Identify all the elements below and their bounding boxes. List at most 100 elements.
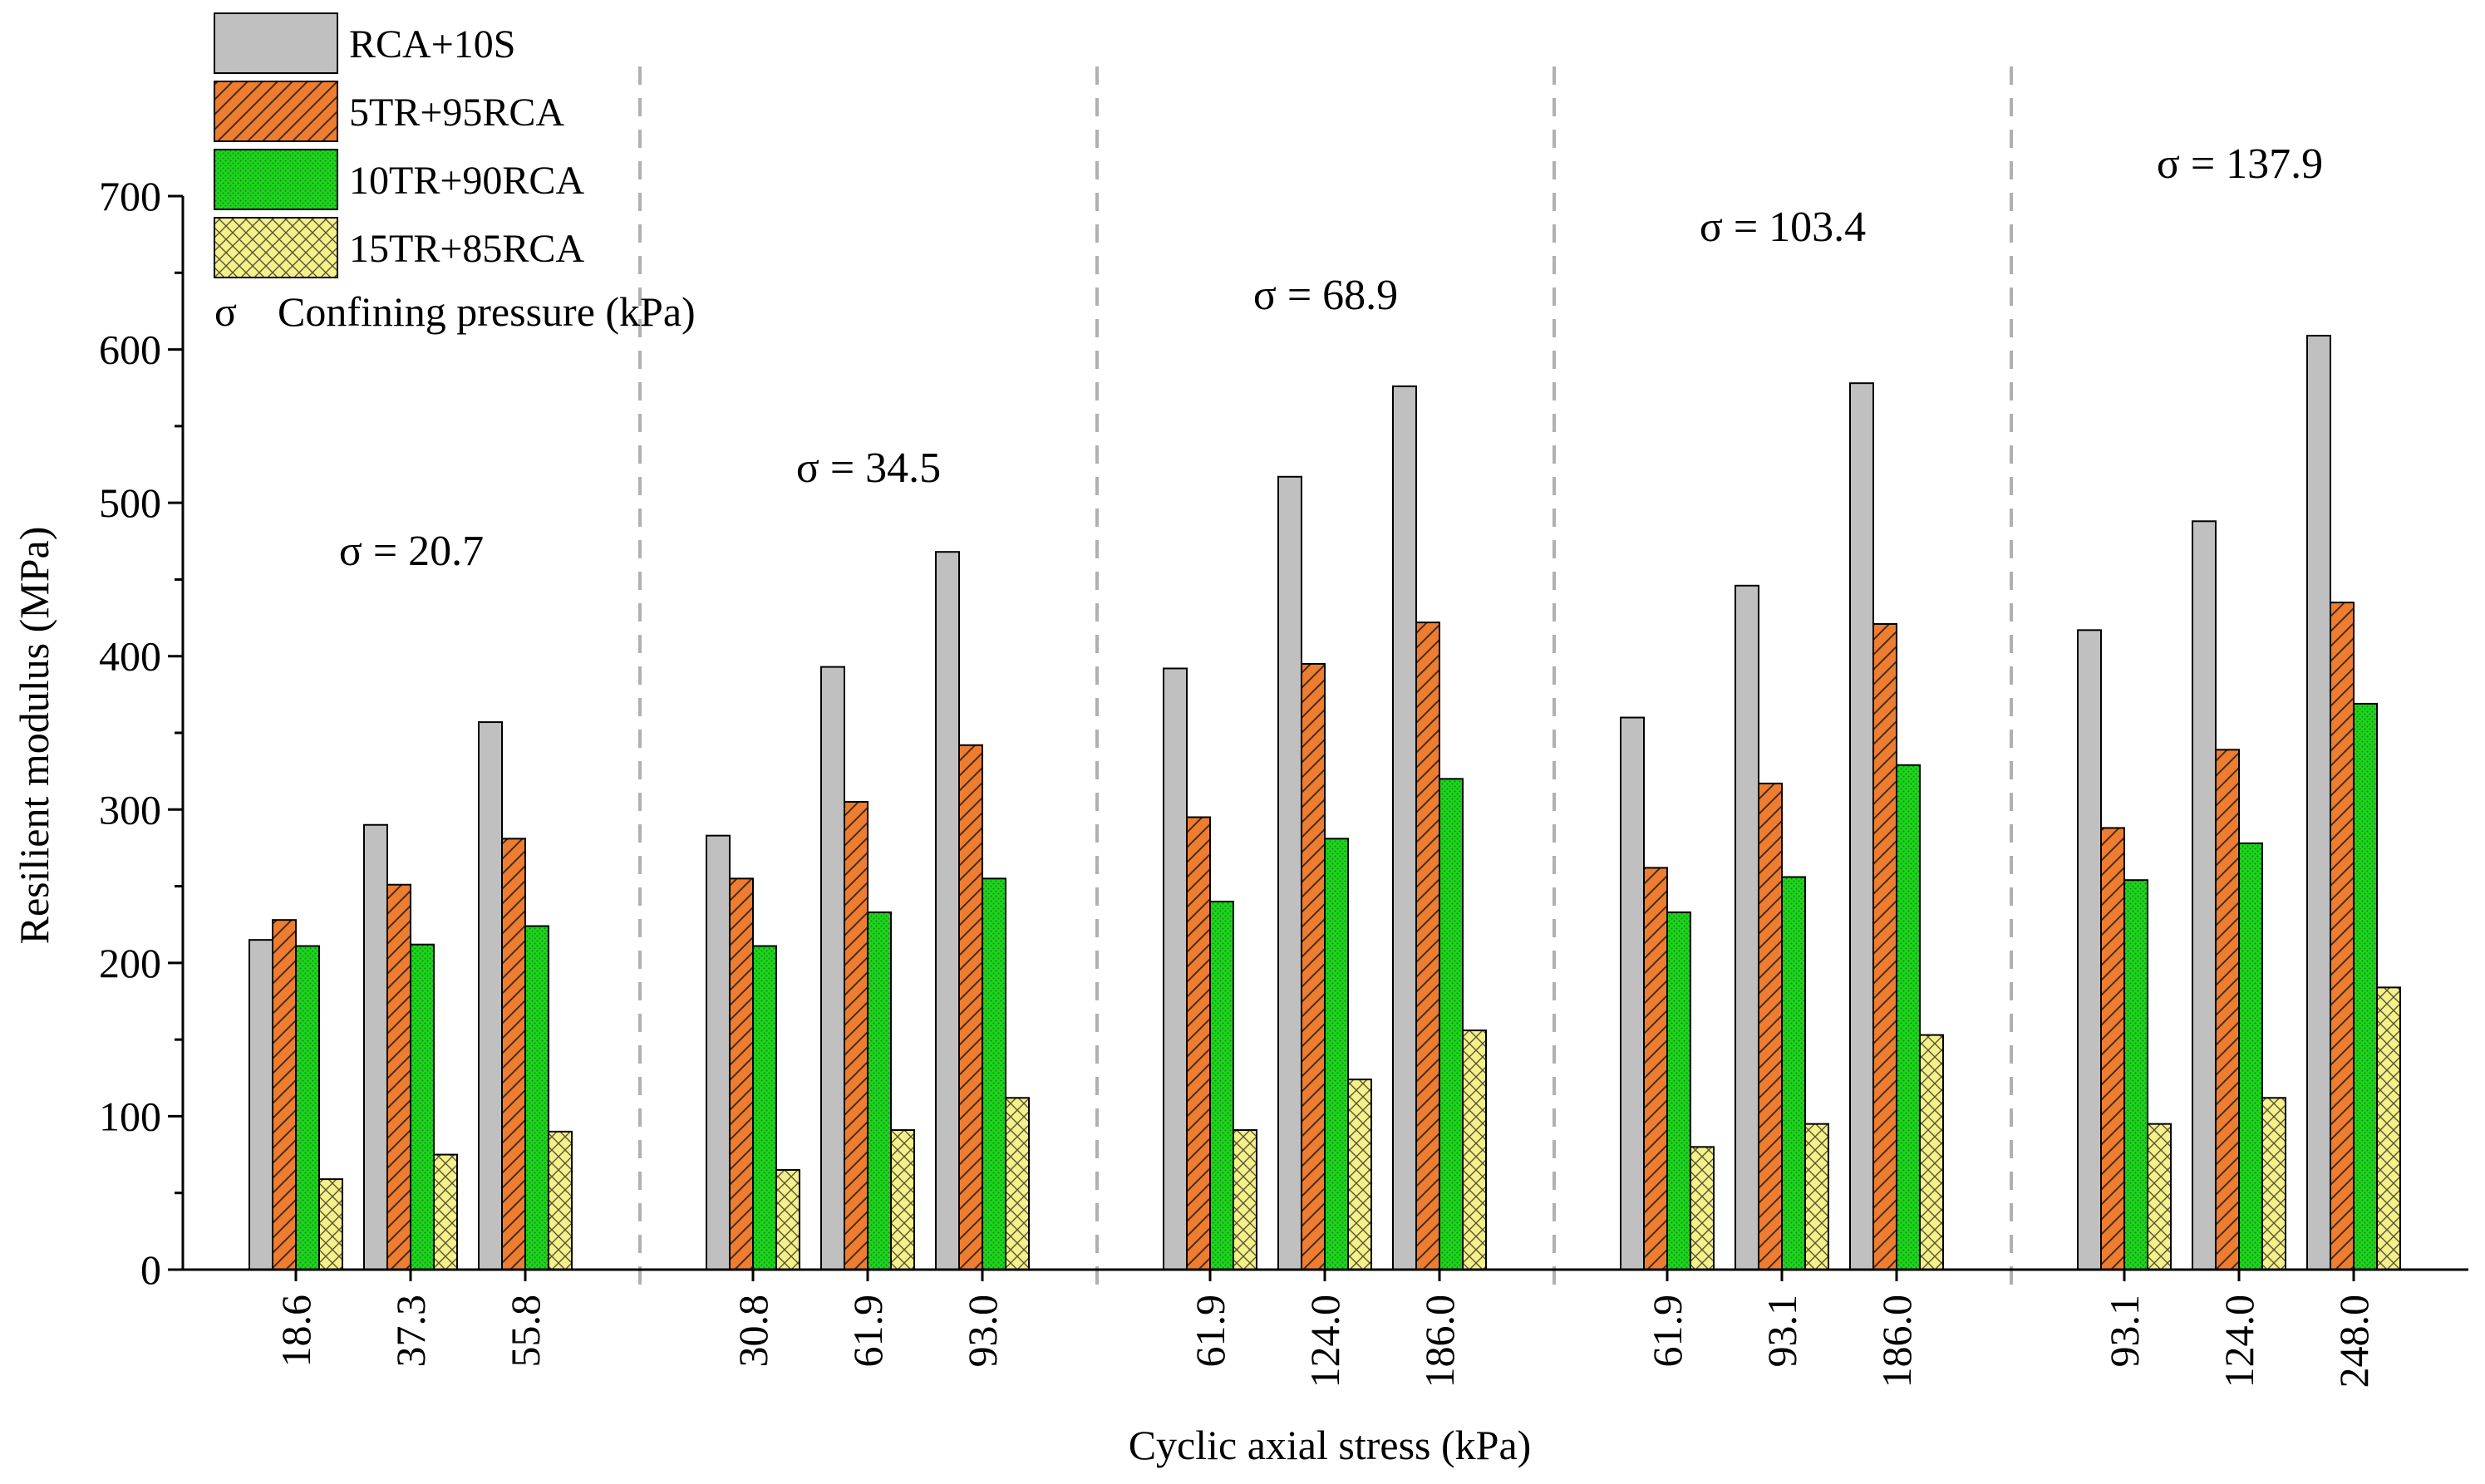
bar-10tr-90rca-61.9 <box>1666 911 1691 1271</box>
bar-15tr-85rca-124.0 <box>1347 1079 1372 1271</box>
legend-swatch <box>214 217 338 278</box>
bar-10tr-90rca-124.0 <box>2238 842 2263 1270</box>
x-tick-label: 93.0 <box>959 1295 1006 1368</box>
group-label: σ = 34.5 <box>796 445 941 492</box>
bar-5tr-95rca-186.0 <box>1415 622 1440 1270</box>
bar-10tr-90rca-93.0 <box>982 877 1006 1271</box>
bar-rca-10s-248.0 <box>2306 334 2331 1271</box>
x-tick-label: 37.3 <box>387 1295 434 1368</box>
group-label: σ = 20.7 <box>339 528 484 575</box>
bar-5tr-95rca-93.1 <box>2100 827 2125 1270</box>
bar-10tr-90rca-186.0 <box>1896 764 1921 1270</box>
y-axis-title: Resilient modulus (MPa) <box>11 527 57 945</box>
bar-rca-10s-61.9 <box>1163 667 1188 1270</box>
x-tick-label: 186.0 <box>1873 1295 1920 1388</box>
x-tick-label: 61.9 <box>844 1295 891 1368</box>
bar-10tr-90rca-248.0 <box>2353 702 2378 1270</box>
bar-15tr-85rca-93.1 <box>1804 1123 1829 1270</box>
bar-rca-10s-18.6 <box>248 939 273 1270</box>
bars <box>248 334 2401 1271</box>
bar-5tr-95rca-37.3 <box>386 883 411 1270</box>
axes <box>168 194 2468 1281</box>
bar-15tr-85rca-61.9 <box>890 1129 915 1271</box>
legend: RCA+10S 5TR+95RCA 10TR+90RCA 15TR+85RCA σ Con… <box>214 12 696 335</box>
bar-10tr-90rca-30.8 <box>752 945 777 1271</box>
x-axis-title: Cyclic axial stress (kPa) <box>1129 1422 1532 1468</box>
y-tick-label: 600 <box>99 327 161 373</box>
bar-10tr-90rca-93.1 <box>2123 879 2148 1271</box>
x-tick-label: 124.0 <box>1302 1295 1348 1388</box>
bar-rca-10s-186.0 <box>1849 382 1874 1271</box>
bar-5tr-95rca-55.8 <box>501 838 526 1270</box>
x-tick-label: 61.9 <box>1187 1295 1233 1368</box>
bar-5tr-95rca-30.8 <box>729 877 754 1271</box>
bar-10tr-90rca-55.8 <box>524 925 549 1271</box>
y-tick-label: 300 <box>99 786 161 833</box>
bar-15tr-85rca-124.0 <box>2261 1097 2286 1271</box>
bar-10tr-90rca-18.6 <box>295 945 320 1271</box>
legend-label: 15TR+85RCA <box>349 227 584 271</box>
y-tick-label: 100 <box>99 1093 161 1139</box>
legend-label: 5TR+95RCA <box>349 91 564 135</box>
bar-15tr-85rca-37.3 <box>433 1153 458 1270</box>
bar-5tr-95rca-61.9 <box>844 801 869 1270</box>
bar-rca-10s-30.8 <box>706 834 731 1270</box>
y-tick-label: 200 <box>99 940 161 986</box>
legend-confining-pressure-note: Confining pressure (kPa) <box>278 288 696 335</box>
group-label: σ = 103.4 <box>1700 204 1866 251</box>
bar-rca-10s-37.3 <box>363 823 388 1270</box>
bar-5tr-95rca-93.0 <box>958 744 983 1270</box>
bar-15tr-85rca-61.9 <box>1233 1129 1257 1271</box>
legend-sigma-symbol: σ <box>214 288 237 335</box>
bar-15tr-85rca-30.8 <box>775 1169 800 1270</box>
bar-rca-10s-55.8 <box>478 721 503 1270</box>
group-label: σ = 137.9 <box>2157 140 2323 188</box>
y-tick-label: 500 <box>99 479 161 526</box>
bar-15tr-85rca-18.6 <box>318 1178 343 1271</box>
legend-label: RCA+10S <box>349 22 515 66</box>
bar-5tr-95rca-61.9 <box>1643 867 1668 1270</box>
legend-swatch <box>214 149 338 210</box>
group-separators <box>638 66 2013 1286</box>
bar-15tr-85rca-93.0 <box>1005 1097 1030 1271</box>
bar-10tr-90rca-37.3 <box>410 943 435 1271</box>
bar-rca-10s-93.0 <box>935 551 960 1270</box>
legend-swatch <box>214 12 338 74</box>
x-tick-label: 30.8 <box>730 1295 776 1368</box>
x-tick-label: 18.6 <box>273 1295 319 1368</box>
y-tick-label: 0 <box>140 1246 161 1293</box>
x-tick-label: 248.0 <box>2330 1295 2377 1388</box>
bar-15tr-85rca-248.0 <box>2376 986 2401 1270</box>
bar-5tr-95rca-18.6 <box>272 919 297 1270</box>
bar-rca-10s-61.9 <box>1620 716 1645 1270</box>
bar-5tr-95rca-248.0 <box>2330 602 2355 1270</box>
bar-5tr-95rca-93.1 <box>1758 782 1783 1270</box>
bar-10tr-90rca-124.0 <box>1324 838 1349 1270</box>
confining-pressure-labels: σ = 20.7 σ = 34.5 σ = 68.9 σ = 103.4 σ = 137… <box>339 140 2323 575</box>
bar-15tr-85rca-186.0 <box>1462 1029 1487 1271</box>
x-tick-label: 61.9 <box>1644 1295 1690 1368</box>
y-tick-label: 700 <box>99 173 161 219</box>
bar-15tr-85rca-61.9 <box>1690 1146 1715 1271</box>
bar-5tr-95rca-186.0 <box>1872 622 1897 1270</box>
bar-5tr-95rca-61.9 <box>1186 816 1211 1270</box>
bar-5tr-95rca-124.0 <box>2215 749 2240 1270</box>
group-label: σ = 68.9 <box>1253 272 1398 319</box>
x-tick-label: 186.0 <box>1416 1295 1463 1388</box>
bar-rca-10s-93.1 <box>1735 584 1759 1270</box>
bar-15tr-85rca-55.8 <box>548 1130 573 1271</box>
bar-10tr-90rca-93.1 <box>1781 876 1806 1271</box>
bar-10tr-90rca-61.9 <box>867 911 892 1271</box>
legend-swatch <box>214 81 338 142</box>
bar-rca-10s-61.9 <box>820 666 845 1270</box>
bar-10tr-90rca-61.9 <box>1209 901 1234 1270</box>
bar-rca-10s-93.1 <box>2077 629 2102 1270</box>
bar-10tr-90rca-186.0 <box>1439 778 1464 1270</box>
bar-rca-10s-124.0 <box>1277 475 1302 1270</box>
x-tick-labels: 18.6 37.3 55.8 30.8 61.9 93.0 61.9 124.0 186.0 61… <box>273 1295 2377 1388</box>
x-tick-label: 55.8 <box>502 1295 549 1368</box>
bar-5tr-95rca-124.0 <box>1301 662 1326 1270</box>
x-tick-label: 93.1 <box>1759 1295 1805 1368</box>
y-tick-label: 400 <box>99 633 161 680</box>
